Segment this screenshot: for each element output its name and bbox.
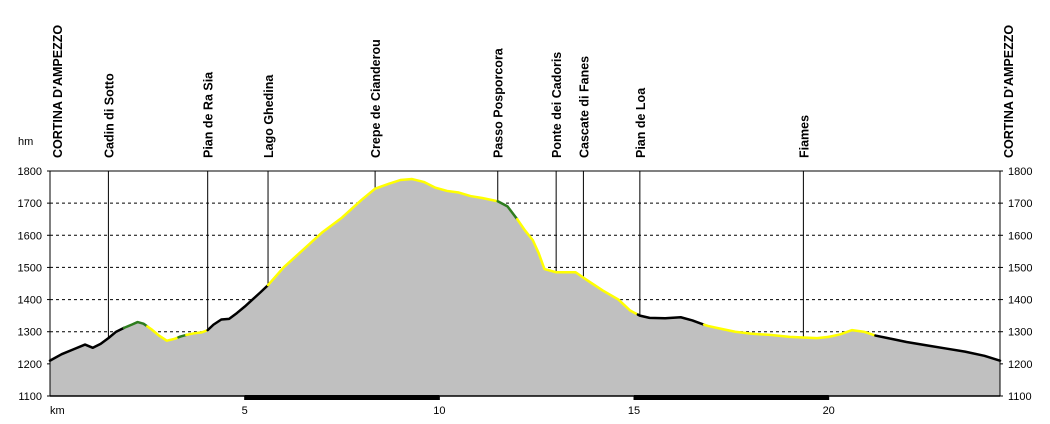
- profile-line-segment: [496, 199, 519, 221]
- profile-line-segment: [146, 325, 180, 342]
- profile-line-segment: [827, 328, 877, 339]
- x-tick-label: 15: [628, 405, 640, 417]
- waypoint-label: Cascate di Fanes: [577, 56, 591, 158]
- waypoint-label: Fiames: [797, 115, 811, 158]
- profile-line-segment: [702, 323, 830, 340]
- y-tick-label-right: 1800: [1008, 166, 1032, 178]
- y-tick-label-left: 1800: [18, 166, 42, 178]
- y-tick-label-right: 1600: [1008, 230, 1032, 242]
- y-tick-label-left: 1600: [18, 230, 42, 242]
- waypoint-label: CORTINA D'AMPEZZO: [51, 25, 65, 158]
- profile-line-segment: [48, 326, 126, 362]
- waypoint-layer: CORTINA D'AMPEZZO Cadin di Sotto Pian de R…: [51, 25, 1016, 339]
- x-axis-band: [634, 395, 829, 400]
- profile-line-segment: [185, 328, 209, 337]
- waypoint-label: Pian de Loa: [634, 87, 648, 158]
- waypoint-label: Crepe de Cianderou: [369, 39, 383, 158]
- profile-line-segment: [636, 313, 706, 326]
- line-layer: [48, 177, 1002, 362]
- x-tick-label: 20: [823, 405, 835, 417]
- y-tick-label-left: 1700: [18, 198, 42, 210]
- waypoint-label: Passo Posporcora: [492, 47, 506, 158]
- y-axis-unit-label: hm: [18, 136, 33, 148]
- profile-line-segment: [206, 283, 270, 332]
- y-tick-label-left: 1300: [18, 327, 42, 339]
- y-tick-label-left: 1400: [18, 295, 42, 307]
- profile-line-segment: [177, 333, 188, 339]
- waypoint-label: Pian de Ra Sia: [202, 71, 216, 158]
- y-tick-label-right: 1200: [1008, 359, 1032, 371]
- x-axis-unit-label: km: [50, 405, 65, 417]
- waypoint-label: Lago Ghedina: [262, 74, 276, 158]
- waypoint-label: CORTINA D'AMPEZZO: [1002, 25, 1016, 158]
- y-tick-label-right: 1700: [1008, 198, 1032, 210]
- x-tick-label: 5: [242, 405, 248, 417]
- x-axis-band: [244, 395, 440, 400]
- area-layer: [50, 179, 1000, 396]
- waypoint-label: Cadin di Sotto: [102, 73, 116, 158]
- profile-area: [50, 179, 1000, 396]
- y-tick-label-left: 1200: [18, 359, 42, 371]
- profile-line-segment: [874, 334, 1002, 362]
- y-tick-label-right: 1500: [1008, 262, 1032, 274]
- y-tick-label-right: 1300: [1008, 327, 1032, 339]
- y-tick-label-left: 1100: [18, 391, 42, 403]
- profile-line-segment: [515, 217, 640, 316]
- profile-line-segment: [266, 177, 499, 287]
- y-tick-label-right: 1100: [1008, 391, 1032, 403]
- y-tick-label-left: 1500: [18, 262, 42, 274]
- y-tick-label-right: 1400: [1008, 295, 1032, 307]
- waypoint-label: Ponte dei Cadoris: [550, 52, 564, 158]
- profile-line-segment: [122, 320, 149, 330]
- x-tick-label: 10: [433, 405, 445, 417]
- axis-layer: 1100 1100 1200 1200 1300 1300 1400 1400 1500 1500…: [18, 166, 1033, 417]
